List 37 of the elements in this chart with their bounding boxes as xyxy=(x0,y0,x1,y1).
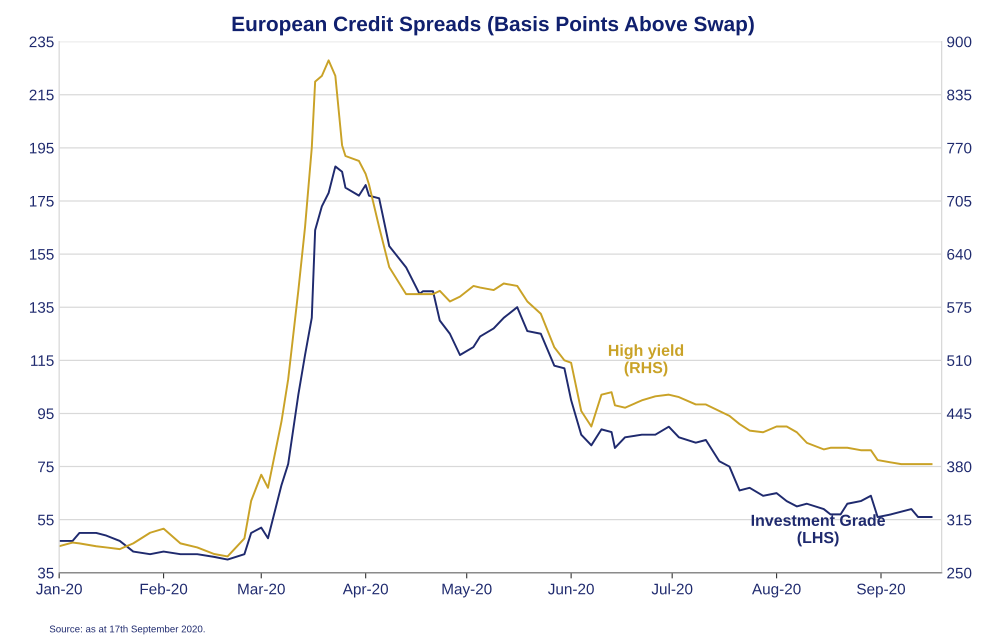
y2-tick-label: 575 xyxy=(947,302,972,313)
y-tick-label: 135 xyxy=(30,302,54,313)
x-tick-label: Sep-20 xyxy=(857,584,906,598)
y-tick-label: 55 xyxy=(38,514,54,526)
x-tick-label: Aug-20 xyxy=(752,584,801,598)
y2-tick-label: 315 xyxy=(947,514,972,526)
y-tick-label: 95 xyxy=(38,408,54,420)
y-tick-label: 235 xyxy=(30,36,54,48)
y-tick-label: 175 xyxy=(30,196,54,207)
line-series xyxy=(59,59,932,558)
y-tick-label: 35 xyxy=(38,568,54,578)
y2-tick-label: 705 xyxy=(947,196,972,207)
y2-tick-label: 250 xyxy=(947,568,972,578)
y-tick-label: 75 xyxy=(38,462,54,472)
x-tick-label: Mar-20 xyxy=(238,584,285,594)
y2-tick-label: 640 xyxy=(947,248,972,260)
y-tick-label: 215 xyxy=(30,90,54,100)
x-tick-label: May-20 xyxy=(442,584,492,598)
x-tick-label: Jul-20 xyxy=(652,583,692,594)
x-tick-label: Jan-20 xyxy=(36,584,82,594)
y2-tick-label: 835 xyxy=(947,90,972,100)
x-tick-label: Apr-20 xyxy=(342,584,388,598)
y-tick-label: 195 xyxy=(30,142,54,154)
y2-tick-label: 900 xyxy=(947,36,972,48)
y2-tick-label: 510 xyxy=(947,355,972,366)
series-label: High yield (RHS) xyxy=(608,344,684,376)
x-tick-label: Jun-20 xyxy=(548,584,594,594)
x-tick-label: Feb-20 xyxy=(140,583,188,594)
y-tick-label: 155 xyxy=(30,249,54,260)
series-label: Investment Grade (LHS) xyxy=(752,514,886,546)
source-note: Source: as at 17th September 2020. xyxy=(50,625,205,634)
line-series xyxy=(59,165,932,560)
y2-tick-label: 380 xyxy=(947,461,972,472)
chart-title: European Credit Spreads (Basis Points Above Swap) xyxy=(232,16,754,36)
y-tick-label: 115 xyxy=(31,355,54,366)
y2-tick-label: 770 xyxy=(947,142,972,154)
y2-tick-label: 445 xyxy=(946,408,972,420)
